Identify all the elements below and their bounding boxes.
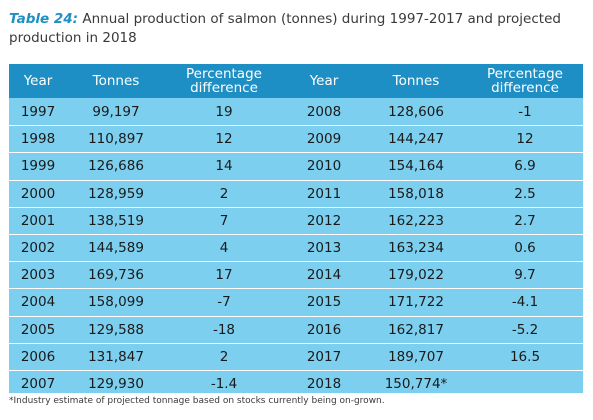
cell-tonnes-right: 150,774* (384, 375, 448, 392)
cell-year-left: 1998 (20, 131, 56, 148)
table-row: 2001 138,519 7 2012 162,223 2.7 (9, 206, 583, 234)
cell-year-left: 2004 (20, 294, 56, 311)
cell-tonnes-right: 154,164 (388, 158, 444, 175)
cell-tonnes-left: 129,930 (88, 375, 144, 392)
header-tonnes-left: Tonnes (92, 73, 140, 89)
cell-tonnes-left: 131,847 (88, 348, 144, 365)
cell-year-left: 2006 (20, 348, 56, 365)
cell-year-right: 2013 (306, 240, 342, 257)
cell-year-right: 2018 (306, 375, 342, 392)
cell-year-right: 2011 (306, 185, 342, 202)
cell-percentage-difference-right: -4.1 (511, 294, 539, 311)
header-percentage-difference-right: Percentage difference (487, 66, 563, 96)
cell-percentage-difference-right: 12 (516, 131, 534, 148)
cell-percentage-difference-right: 6.9 (514, 158, 536, 175)
table-row: 1999 126,686 14 2010 154,164 6.9 (9, 152, 583, 179)
table-row: 1998 110,897 12 2009 144,247 12 (9, 125, 583, 152)
cell-tonnes-left: 144,589 (88, 240, 144, 257)
header-percentage-difference-left: Percentage difference (186, 66, 262, 96)
cell-tonnes-right: 171,722 (388, 294, 444, 311)
cell-tonnes-left: 169,736 (88, 267, 144, 284)
cell-tonnes-right: 162,223 (388, 212, 444, 229)
cell-year-right: 2015 (306, 294, 342, 311)
table-row: 2004 158,099 -7 2015 171,722 -4.1 (9, 288, 583, 315)
cell-percentage-difference-right: 16.5 (509, 348, 541, 365)
cell-year-right: 2012 (306, 212, 342, 229)
header-year-left: Year (23, 73, 53, 89)
table-caption: Table 24: Annual production of salmon (t… (9, 10, 579, 48)
cell-year-left: 2005 (20, 321, 56, 338)
cell-year-right: 2016 (306, 321, 342, 338)
table-row: 2000 128,959 2 2011 158,018 2.5 (9, 179, 583, 207)
cell-percentage-difference-left: 7 (219, 212, 229, 229)
cell-tonnes-right: 144,247 (388, 131, 444, 148)
table-number: Table 24: (9, 11, 79, 27)
cell-tonnes-right: 158,018 (388, 185, 444, 202)
cell-percentage-difference-left: 2 (219, 348, 229, 365)
cell-year-right: 2009 (306, 131, 342, 148)
cell-percentage-difference-right: 2.7 (514, 212, 536, 229)
cell-percentage-difference-right (467, 371, 583, 397)
table-row: 2007 129,930 -1.4 2018 150,774* (9, 369, 583, 397)
cell-tonnes-left: 99,197 (92, 103, 140, 120)
cell-tonnes-right: 162,817 (388, 321, 444, 338)
cell-year-left: 2002 (20, 240, 56, 257)
cell-percentage-difference-right: 9.7 (514, 267, 536, 284)
table-row: 2006 131,847 2 2017 189,707 16.5 (9, 342, 583, 370)
salmon-production-table: Year Tonnes Percentage difference Year T… (9, 64, 583, 393)
cell-percentage-difference-left: 14 (215, 158, 233, 175)
cell-tonnes-right: 179,022 (388, 267, 444, 284)
cell-year-left: 2000 (20, 185, 56, 202)
cell-tonnes-right: 163,234 (388, 240, 444, 257)
cell-percentage-difference-left: -18 (212, 321, 236, 338)
header-year-right: Year (309, 73, 339, 89)
cell-year-right: 2008 (306, 103, 342, 120)
cell-year-right: 2017 (306, 348, 342, 365)
cell-tonnes-left: 138,519 (88, 212, 144, 229)
cell-percentage-difference-left: 17 (215, 267, 233, 284)
cell-tonnes-left: 129,588 (88, 321, 144, 338)
table-row: 2002 144,589 4 2013 163,234 0.6 (9, 233, 583, 261)
cell-percentage-difference-right: -1 (518, 103, 532, 120)
cell-tonnes-left: 126,686 (88, 158, 144, 175)
cell-tonnes-right: 189,707 (388, 348, 444, 365)
cell-percentage-difference-right: 0.6 (514, 240, 536, 257)
cell-percentage-difference-left: 2 (219, 185, 229, 202)
cell-year-right: 2010 (306, 158, 342, 175)
cell-year-left: 2007 (20, 375, 56, 392)
cell-percentage-difference-left: -1.4 (210, 375, 238, 392)
cell-year-left: 2003 (20, 267, 56, 284)
table-footnote: *Industry estimate of projected tonnage … (9, 396, 385, 406)
table-header-row: Year Tonnes Percentage difference Year T… (9, 64, 583, 98)
cell-tonnes-right: 128,606 (388, 103, 444, 120)
table-row: 1997 99,197 19 2008 128,606 -1 (9, 98, 583, 125)
table-row: 2005 129,588 -18 2016 162,817 -5.2 (9, 315, 583, 343)
header-tonnes-right: Tonnes (392, 73, 440, 89)
cell-year-right: 2014 (306, 267, 342, 284)
cell-tonnes-left: 158,099 (88, 294, 144, 311)
cell-year-left: 1999 (20, 158, 56, 175)
cell-percentage-difference-right: 2.5 (514, 185, 536, 202)
table-title: Annual production of salmon (tonnes) dur… (9, 11, 561, 46)
cell-percentage-difference-left: 19 (215, 103, 233, 120)
cell-year-left: 1997 (20, 103, 56, 120)
table-row: 2003 169,736 17 2014 179,022 9.7 (9, 261, 583, 288)
table-body: 1997 99,197 19 2008 128,606 -1 1998 110,897 12 20… (9, 98, 583, 397)
cell-percentage-difference-right: -5.2 (511, 321, 539, 338)
cell-percentage-difference-left: 12 (215, 131, 233, 148)
cell-percentage-difference-left: -7 (217, 294, 231, 311)
cell-percentage-difference-left: 4 (219, 240, 229, 257)
cell-tonnes-left: 110,897 (88, 131, 144, 148)
cell-tonnes-left: 128,959 (88, 185, 144, 202)
cell-year-left: 2001 (20, 212, 56, 229)
